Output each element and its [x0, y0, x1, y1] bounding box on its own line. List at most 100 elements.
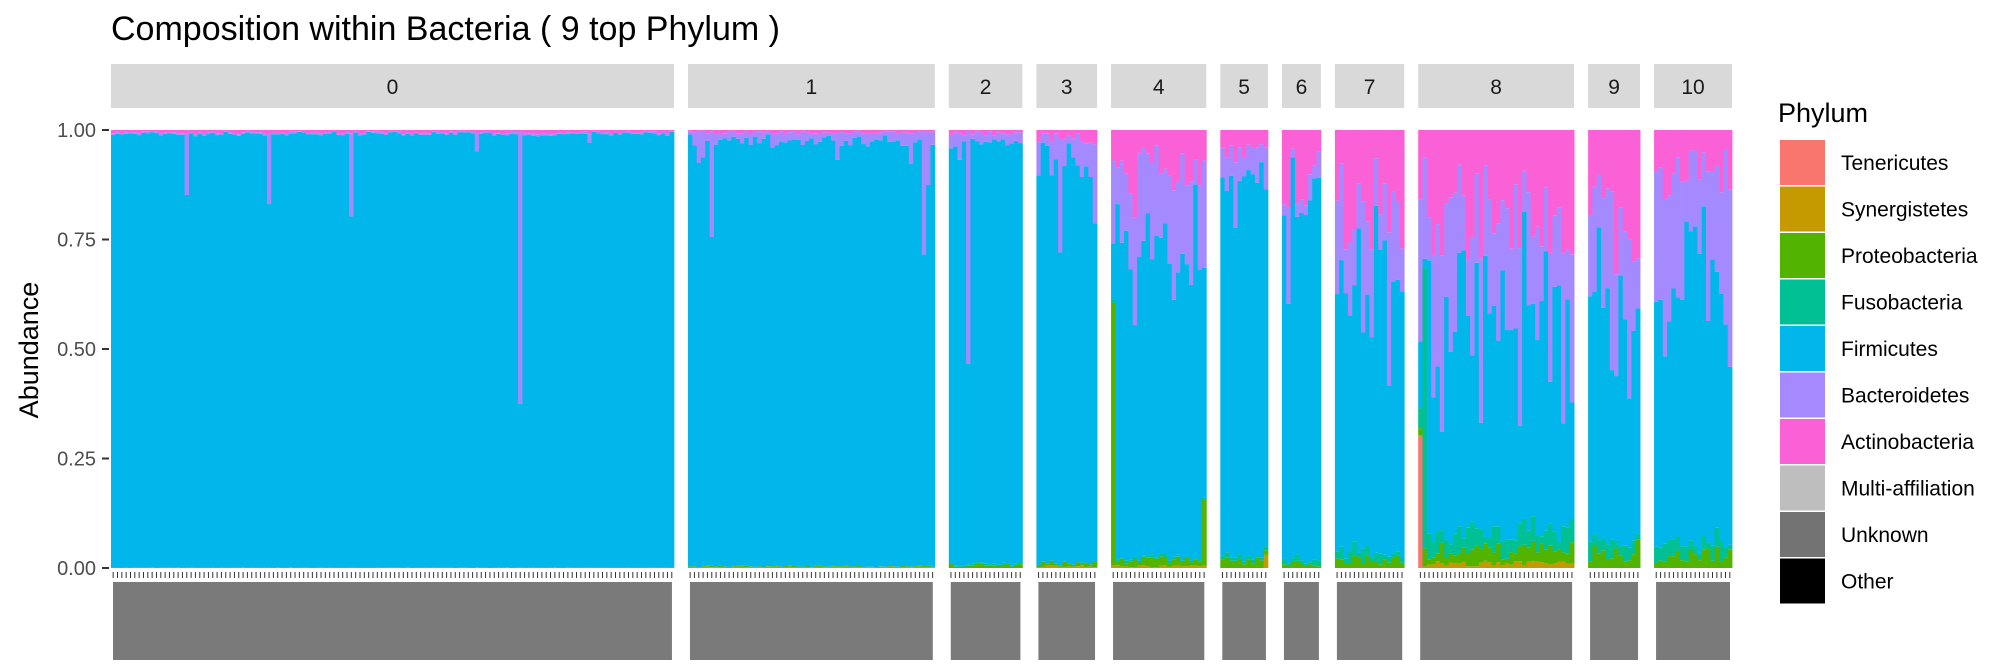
bar-segment-synergistetes	[839, 567, 845, 568]
bar-segment-actinobacteria	[987, 130, 993, 132]
bar-segment-bacteroidetes	[171, 132, 177, 134]
bar-segment-bacteroidetes	[983, 135, 989, 142]
bar-segment-firmicutes	[1592, 292, 1598, 535]
bar-segment-synergistetes	[796, 566, 801, 568]
bar-segment-actinobacteria	[513, 130, 519, 133]
bar-segment-actinobacteria	[487, 130, 493, 132]
bar-segment-firmicutes	[154, 132, 160, 568]
bar-segment-fusobacteria	[1714, 527, 1720, 547]
bar-segment-proteobacteria	[1592, 545, 1598, 568]
bar-segment-firmicutes	[115, 133, 121, 568]
bar-segment-bacteroidetes	[1693, 150, 1698, 227]
bar-segment-firmicutes	[513, 134, 519, 568]
bar-segment-proteobacteria	[1422, 548, 1428, 567]
bar-segment-actinobacteria	[1254, 130, 1260, 148]
bar-segment-firmicutes	[1723, 324, 1729, 548]
bar-segment-proteobacteria	[1365, 555, 1370, 568]
legend-key	[1780, 465, 1825, 511]
bar-segment-bacteroidetes	[535, 134, 541, 137]
bar-segment-bacteroidetes	[227, 132, 233, 134]
bar-segment-actinobacteria	[1693, 130, 1698, 151]
bar-segment-actinobacteria	[1088, 130, 1094, 143]
bar-segment-proteobacteria	[718, 565, 723, 568]
bar-segment-proteobacteria	[1356, 557, 1362, 568]
facet-panel-7: 7	[1334, 64, 1405, 660]
bar-segment-proteobacteria	[1654, 562, 1659, 568]
bar-segment-proteobacteria	[1435, 553, 1441, 562]
bar-segment-firmicutes	[839, 145, 845, 567]
bar-segment-proteobacteria	[418, 567, 424, 568]
bar-segment-proteobacteria	[1452, 555, 1458, 563]
bar-segment-synergistetes	[1461, 561, 1467, 568]
bar-segment-fusobacteria	[961, 565, 967, 567]
bar-segment-actinobacteria	[1201, 130, 1207, 161]
bar-segment-firmicutes	[1654, 301, 1659, 547]
bar-segment-proteobacteria	[979, 563, 984, 568]
bar-segment-firmicutes	[996, 141, 1002, 565]
bar-segment-actinobacteria	[292, 130, 298, 132]
bar-segment-firmicutes	[887, 141, 892, 566]
bar-segment-firmicutes	[1009, 143, 1015, 566]
bar-segment-actinobacteria	[119, 130, 125, 134]
bar-segment-fusobacteria	[1448, 544, 1454, 554]
bar-segment-fusobacteria	[970, 563, 976, 566]
bar-segment-bacteroidetes	[297, 131, 302, 132]
bar-segment-proteobacteria	[1378, 564, 1383, 568]
bar-segment-bacteroidetes	[279, 133, 285, 134]
bar-segment-synergistetes	[1124, 566, 1129, 568]
bar-segment-actinobacteria	[1175, 130, 1181, 182]
bar-segment-firmicutes	[835, 159, 840, 567]
bar-segment-bacteroidetes	[1158, 173, 1164, 238]
bar-segment-synergistetes	[1049, 565, 1055, 568]
bar-segment-firmicutes	[613, 133, 619, 568]
bar-segment-fusobacteria	[1539, 536, 1545, 544]
bar-segment-synergistetes	[1162, 565, 1168, 568]
bar-segment-proteobacteria	[1062, 561, 1068, 568]
bar-segment-fusobacteria	[1422, 267, 1428, 549]
bar-segment-firmicutes	[843, 140, 849, 566]
bar-segment-actinobacteria	[1343, 130, 1349, 250]
facet-strip	[1220, 64, 1268, 108]
bar-segment-actinobacteria	[219, 130, 224, 134]
bar-segment-proteobacteria	[1605, 560, 1611, 568]
bar-segment-synergistetes	[1115, 565, 1121, 568]
bar-segment-bacteroidetes	[953, 132, 958, 147]
bar-segment-firmicutes	[258, 133, 263, 567]
bar-segment-proteobacteria	[357, 567, 363, 568]
bar-segment-fusobacteria	[1013, 563, 1019, 565]
bar-segment-proteobacteria	[362, 567, 367, 568]
bar-segment-fusobacteria	[1316, 560, 1322, 567]
bar-segment-actinobacteria	[1154, 130, 1160, 146]
bar-segment-firmicutes	[149, 132, 155, 568]
bar-segment-firmicutes	[709, 236, 715, 566]
bar-segment-actinobacteria	[323, 130, 328, 133]
bar-segment-firmicutes	[249, 133, 255, 568]
bar-segment-bacteroidetes	[1605, 188, 1611, 289]
bar-segment-bacteroidetes	[1180, 153, 1186, 254]
bar-segment-firmicutes	[1509, 330, 1514, 540]
bar-segment-fusobacteria	[1627, 547, 1632, 561]
bar-segment-proteobacteria	[1539, 543, 1545, 563]
bar-segment-bacteroidetes	[1509, 248, 1514, 331]
bar-segment-actinobacteria	[1386, 130, 1392, 233]
bar-segment-synergistetes	[904, 566, 910, 568]
bar-segment-proteobacteria	[1180, 562, 1186, 567]
bar-segment-proteobacteria	[258, 567, 263, 568]
bar-segment-fusobacteria	[1688, 540, 1694, 551]
bar-segment-fusobacteria	[1141, 555, 1147, 557]
bar-segment-firmicutes	[1254, 182, 1260, 557]
bar-segment-bacteroidetes	[396, 131, 402, 134]
bar-segment-fusobacteria	[1439, 530, 1445, 543]
bar-segment-proteobacteria	[1635, 539, 1641, 568]
bar-segment-actinobacteria	[1145, 130, 1151, 154]
bar-segment-firmicutes	[748, 144, 754, 567]
bar-segment-firmicutes	[865, 146, 871, 567]
bar-segment-bacteroidetes	[240, 132, 246, 134]
bar-segment-bacteroidetes	[479, 132, 484, 134]
bar-segment-actinobacteria	[1246, 130, 1252, 145]
bar-segment-bacteroidetes	[401, 134, 406, 136]
bar-segment-firmicutes	[162, 133, 168, 568]
bar-segment-bacteroidetes	[761, 132, 767, 139]
bar-segment-actinobacteria	[206, 130, 211, 133]
bar-segment-fusobacteria	[1474, 528, 1480, 546]
